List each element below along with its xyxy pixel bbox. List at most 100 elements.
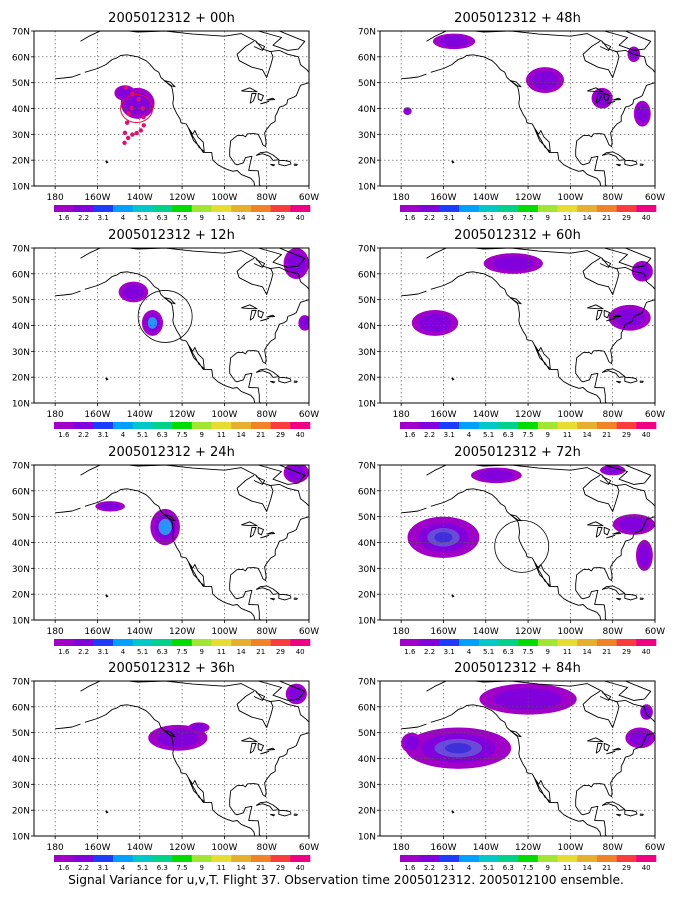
coastline (266, 97, 276, 101)
colorbar-label: 1.6 (58, 648, 70, 656)
coastline (249, 527, 257, 538)
colorbar-swatch (616, 855, 637, 862)
coastline (430, 488, 602, 620)
lon-label: 100W (557, 627, 583, 637)
colorbar-label: 2.2 (78, 864, 89, 872)
coastline (510, 730, 522, 738)
coastline (606, 534, 616, 539)
lon-label: 160W (430, 193, 456, 203)
colorbar-swatch (250, 205, 271, 212)
coastline (599, 692, 612, 701)
coastline (599, 259, 612, 268)
colorbar-swatch (250, 639, 271, 646)
colorbar-label: 2.2 (424, 648, 435, 656)
colorbar-swatch (478, 205, 499, 212)
coastline (293, 597, 298, 600)
colorbar-label: 6.3 (503, 864, 514, 872)
lat-label: 70N (12, 678, 30, 688)
colorbar-swatch (231, 205, 252, 212)
lon-label: 60W (299, 843, 319, 853)
lat-label: 20N (12, 807, 30, 817)
lon-label: 180 (47, 410, 64, 420)
coastline (311, 513, 325, 525)
coastline (164, 514, 176, 522)
colorbar-swatch (290, 855, 311, 862)
coastline (229, 266, 309, 403)
variance-region-inner (300, 317, 309, 329)
colorbar-label: 9 (199, 431, 203, 439)
panel-title: 2005012312 + 60h (454, 228, 581, 243)
colorbar-swatch (596, 639, 617, 646)
coastline (575, 266, 655, 403)
colorbar-label: 29 (276, 864, 285, 872)
colorbar-label: 7.5 (176, 864, 187, 872)
lon-label: 120W (515, 843, 541, 853)
colorbar-swatch (73, 205, 94, 212)
lon-label: 180 (47, 843, 64, 853)
coastline (451, 810, 455, 814)
variance-region-inner (636, 104, 649, 123)
coastline (270, 597, 276, 601)
flight-track-point (122, 130, 128, 135)
colorbar-label: 14 (583, 214, 592, 222)
colorbar-swatch (459, 205, 480, 212)
colorbar-label: 5.1 (137, 214, 148, 222)
colorbar-swatch (211, 639, 232, 646)
colorbar-label: 4 (467, 864, 472, 872)
colorbar-swatch (54, 855, 74, 862)
colorbar-label: 4 (467, 648, 472, 656)
colorbar-label: 14 (237, 214, 246, 222)
coastline (255, 151, 280, 161)
coastline (258, 681, 306, 701)
lon-label: 100W (557, 843, 583, 853)
lat-label: 30N (12, 348, 30, 358)
lon-label: 160W (84, 627, 110, 637)
map-panel: 2005012312 + 48h 70N 60N 50N 40N 30N 20N 10N 180… (358, 11, 665, 222)
colorbar-label: 3.1 (444, 214, 455, 222)
coastline (311, 79, 325, 91)
map-content (380, 31, 655, 186)
colorbar-swatch (172, 422, 193, 429)
lon-label: 60W (645, 193, 665, 203)
flight-track-point (125, 135, 131, 141)
coastline (229, 699, 309, 836)
lon-label: 120W (169, 410, 195, 420)
coastline (80, 681, 274, 728)
lat-label: 30N (12, 781, 30, 791)
coastline (401, 73, 427, 80)
lon-label: 140W (127, 193, 153, 203)
lat-label: 30N (12, 565, 30, 575)
flight-track-point (126, 111, 131, 116)
colorbar-label: 3.1 (98, 431, 109, 439)
colorbar-swatch (537, 422, 558, 429)
map-content (380, 681, 655, 836)
lon-label: 180 (47, 193, 64, 203)
colorbar-label: 7.5 (176, 431, 187, 439)
map-panel: 2005012312 + 12h 70N 60N 50N 40N 30N 20N 10N 180… (12, 228, 319, 439)
lat-label: 10N (12, 617, 30, 627)
coastline (253, 692, 266, 701)
lon-label: 80W (603, 193, 623, 203)
colorbar-swatch (270, 855, 291, 862)
colorbar-label: 14 (583, 431, 592, 439)
flight-track-point (136, 97, 141, 102)
lat-label: 60N (358, 270, 376, 280)
coastline (84, 488, 256, 620)
colorbar-label: 6.3 (503, 431, 514, 439)
lat-label: 60N (358, 703, 376, 713)
colorbar-swatch (419, 422, 440, 429)
coastline (266, 747, 276, 751)
lat-label: 70N (358, 28, 376, 38)
colorbar-label: 40 (296, 648, 305, 656)
coastline (84, 54, 256, 186)
flight-track-point (122, 140, 127, 146)
colorbar-label: 1.6 (404, 431, 416, 439)
lat-label: 50N (12, 296, 30, 306)
map-content (380, 465, 655, 620)
colorbar-label: 2.2 (78, 214, 89, 222)
colorbar-label: 6.3 (503, 214, 514, 222)
coastline (603, 309, 610, 319)
colorbar-label: 7.5 (176, 214, 187, 222)
coastline (55, 507, 81, 514)
coastline (401, 723, 427, 730)
